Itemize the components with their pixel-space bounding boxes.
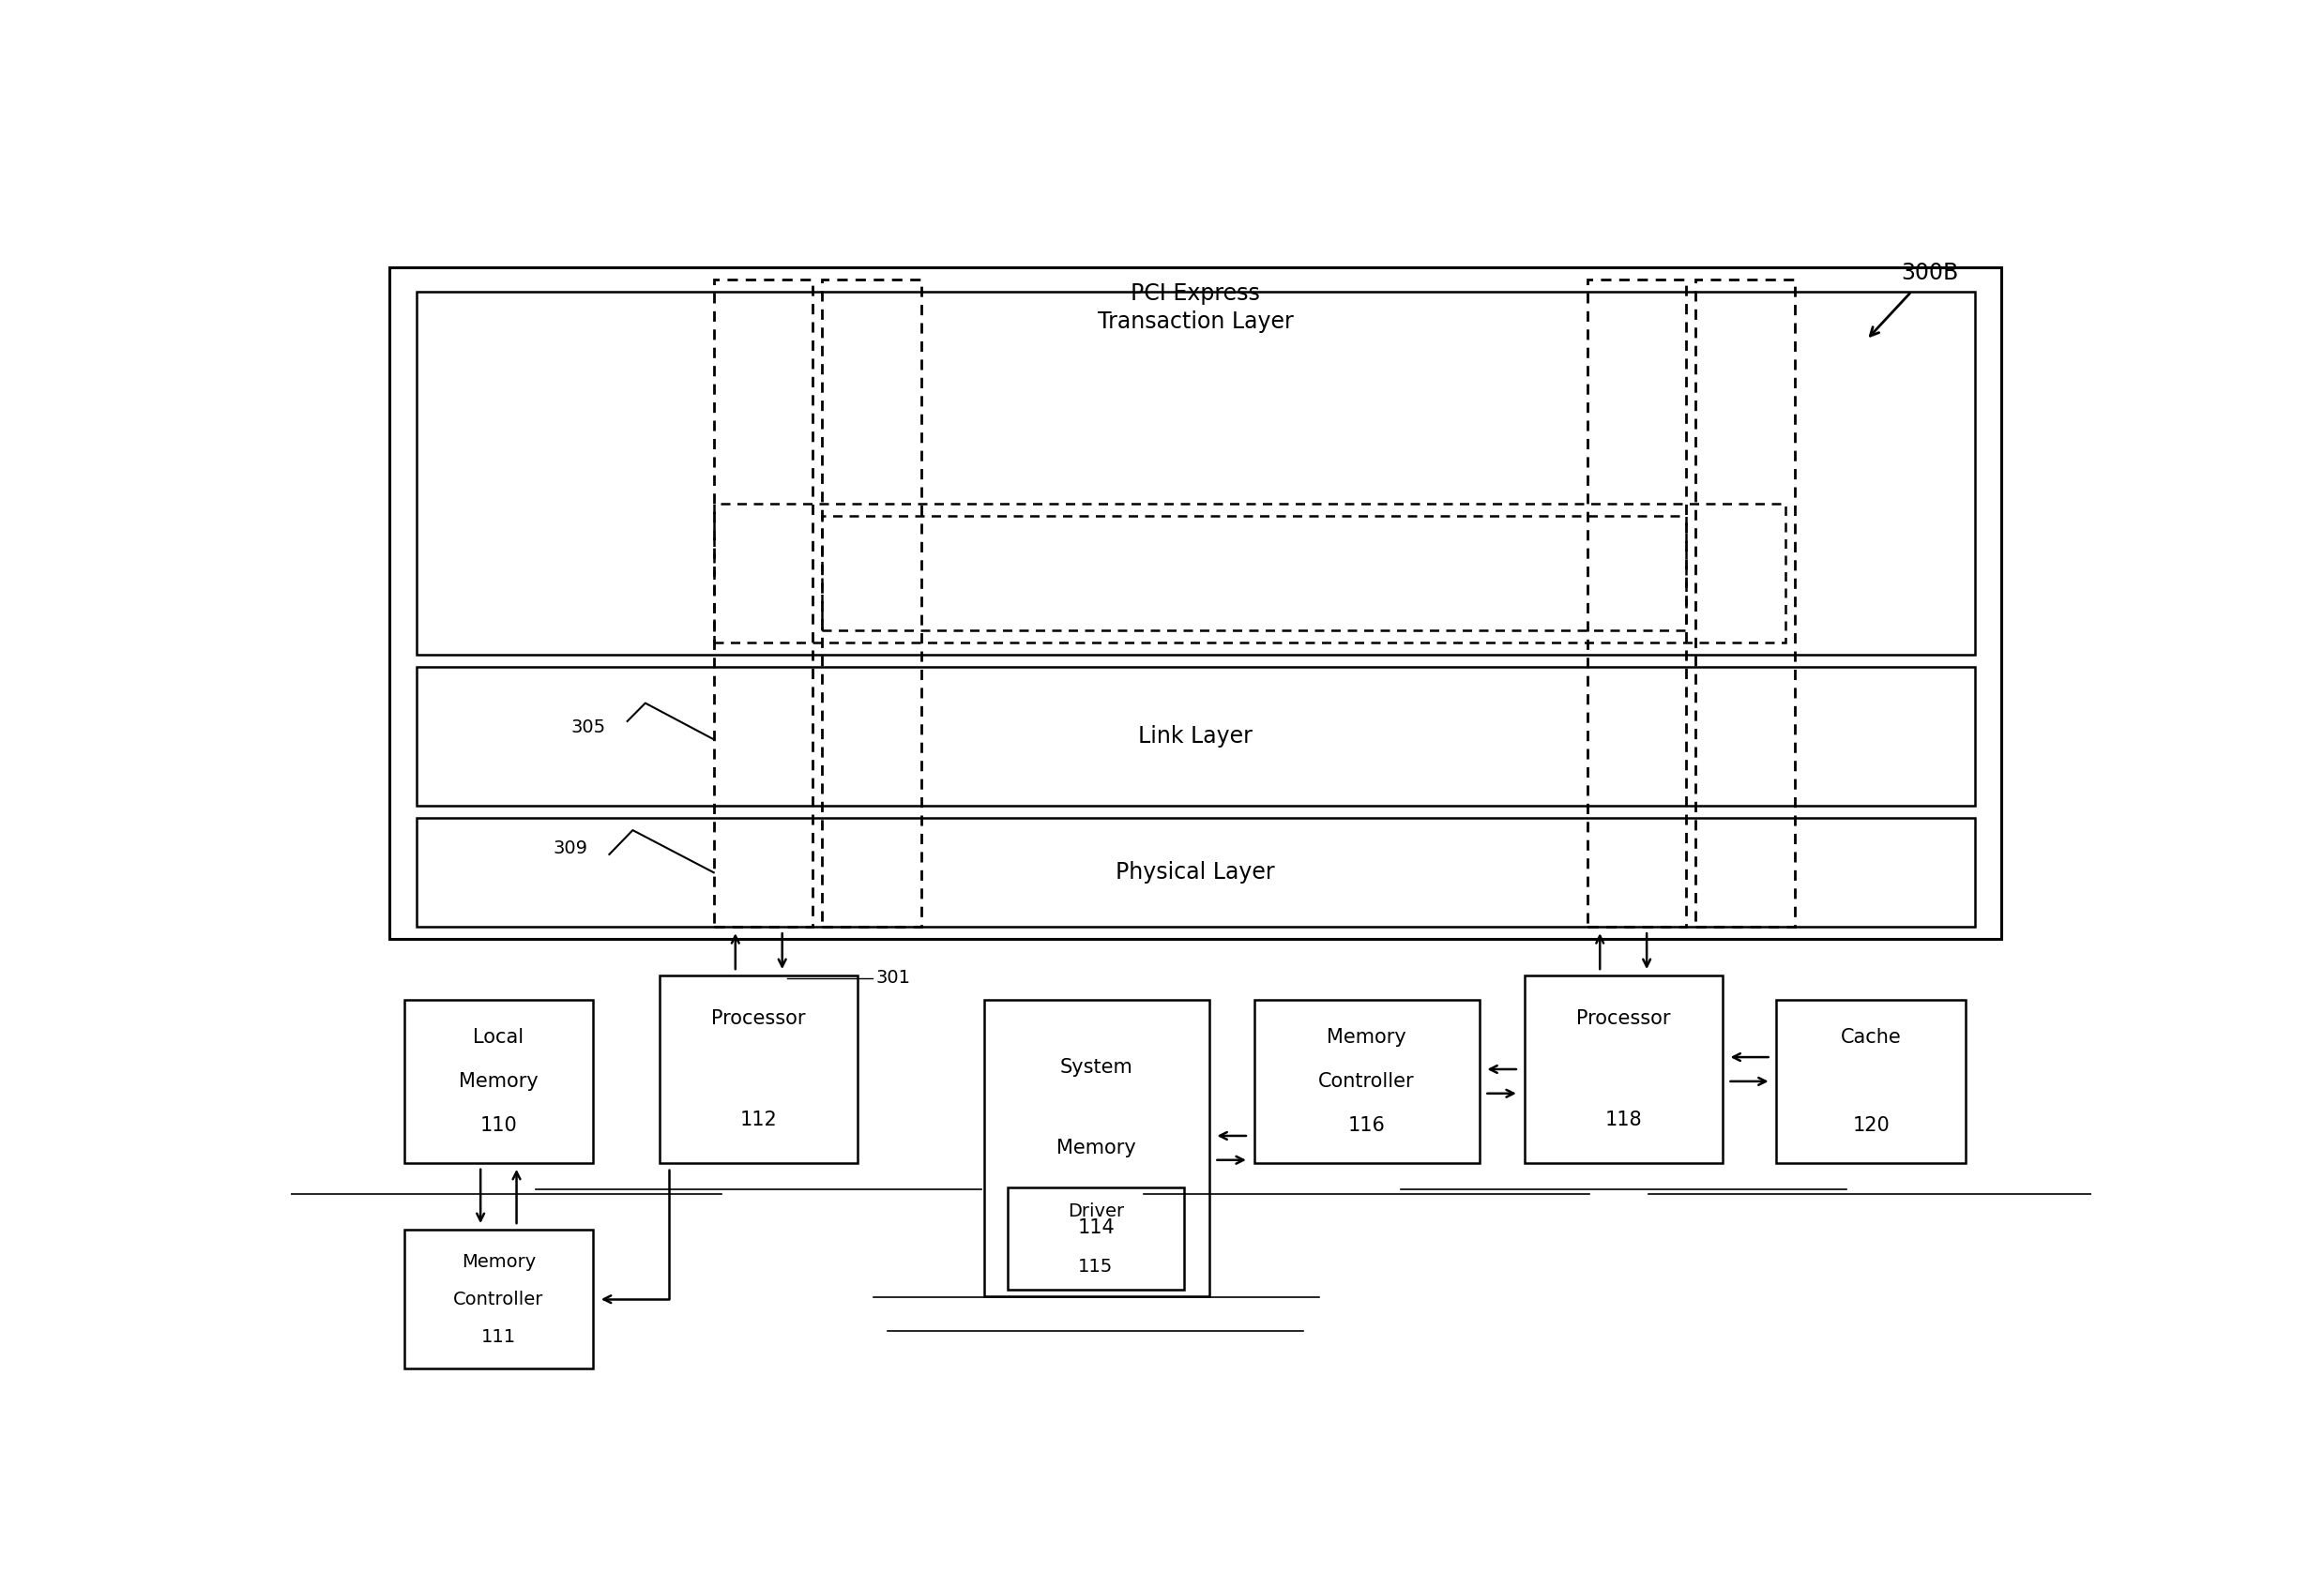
FancyBboxPatch shape bbox=[390, 267, 2001, 938]
Text: Processor: Processor bbox=[711, 1009, 806, 1028]
Text: Transaction Layer: Transaction Layer bbox=[1097, 311, 1294, 333]
FancyBboxPatch shape bbox=[1776, 1000, 1966, 1163]
Text: 301: 301 bbox=[876, 968, 911, 987]
Text: Cache: Cache bbox=[1841, 1028, 1901, 1047]
Text: 110: 110 bbox=[479, 1116, 518, 1135]
Text: Memory: Memory bbox=[458, 1072, 539, 1091]
FancyBboxPatch shape bbox=[1255, 1000, 1480, 1163]
FancyBboxPatch shape bbox=[404, 1000, 593, 1163]
Text: Driver: Driver bbox=[1067, 1203, 1125, 1220]
Text: 111: 111 bbox=[481, 1328, 516, 1346]
Text: Memory: Memory bbox=[1327, 1028, 1406, 1047]
FancyBboxPatch shape bbox=[983, 1000, 1208, 1297]
FancyBboxPatch shape bbox=[1006, 1187, 1183, 1291]
FancyBboxPatch shape bbox=[1525, 975, 1722, 1163]
FancyBboxPatch shape bbox=[416, 291, 1975, 654]
Text: Memory: Memory bbox=[462, 1253, 537, 1270]
FancyBboxPatch shape bbox=[416, 667, 1975, 806]
Text: Processor: Processor bbox=[1576, 1009, 1671, 1028]
Text: 120: 120 bbox=[1852, 1116, 1889, 1135]
FancyBboxPatch shape bbox=[404, 1229, 593, 1369]
Text: Link Layer: Link Layer bbox=[1139, 725, 1253, 748]
FancyBboxPatch shape bbox=[660, 975, 858, 1163]
Text: System: System bbox=[1060, 1058, 1134, 1077]
Text: 114: 114 bbox=[1078, 1218, 1116, 1237]
Text: 116: 116 bbox=[1348, 1116, 1385, 1135]
Text: 309: 309 bbox=[553, 839, 588, 857]
Text: Controller: Controller bbox=[1318, 1072, 1415, 1091]
Text: Memory: Memory bbox=[1057, 1138, 1136, 1157]
Text: Physical Layer: Physical Layer bbox=[1116, 861, 1276, 883]
Text: 118: 118 bbox=[1606, 1110, 1641, 1129]
FancyBboxPatch shape bbox=[416, 817, 1975, 927]
Text: Controller: Controller bbox=[453, 1291, 544, 1308]
Text: 112: 112 bbox=[739, 1110, 779, 1129]
Text: 305: 305 bbox=[572, 718, 607, 736]
Text: 300B: 300B bbox=[1901, 263, 1959, 285]
Text: 115: 115 bbox=[1078, 1258, 1113, 1275]
Text: PCI Express: PCI Express bbox=[1132, 283, 1260, 305]
Text: Local: Local bbox=[474, 1028, 523, 1047]
